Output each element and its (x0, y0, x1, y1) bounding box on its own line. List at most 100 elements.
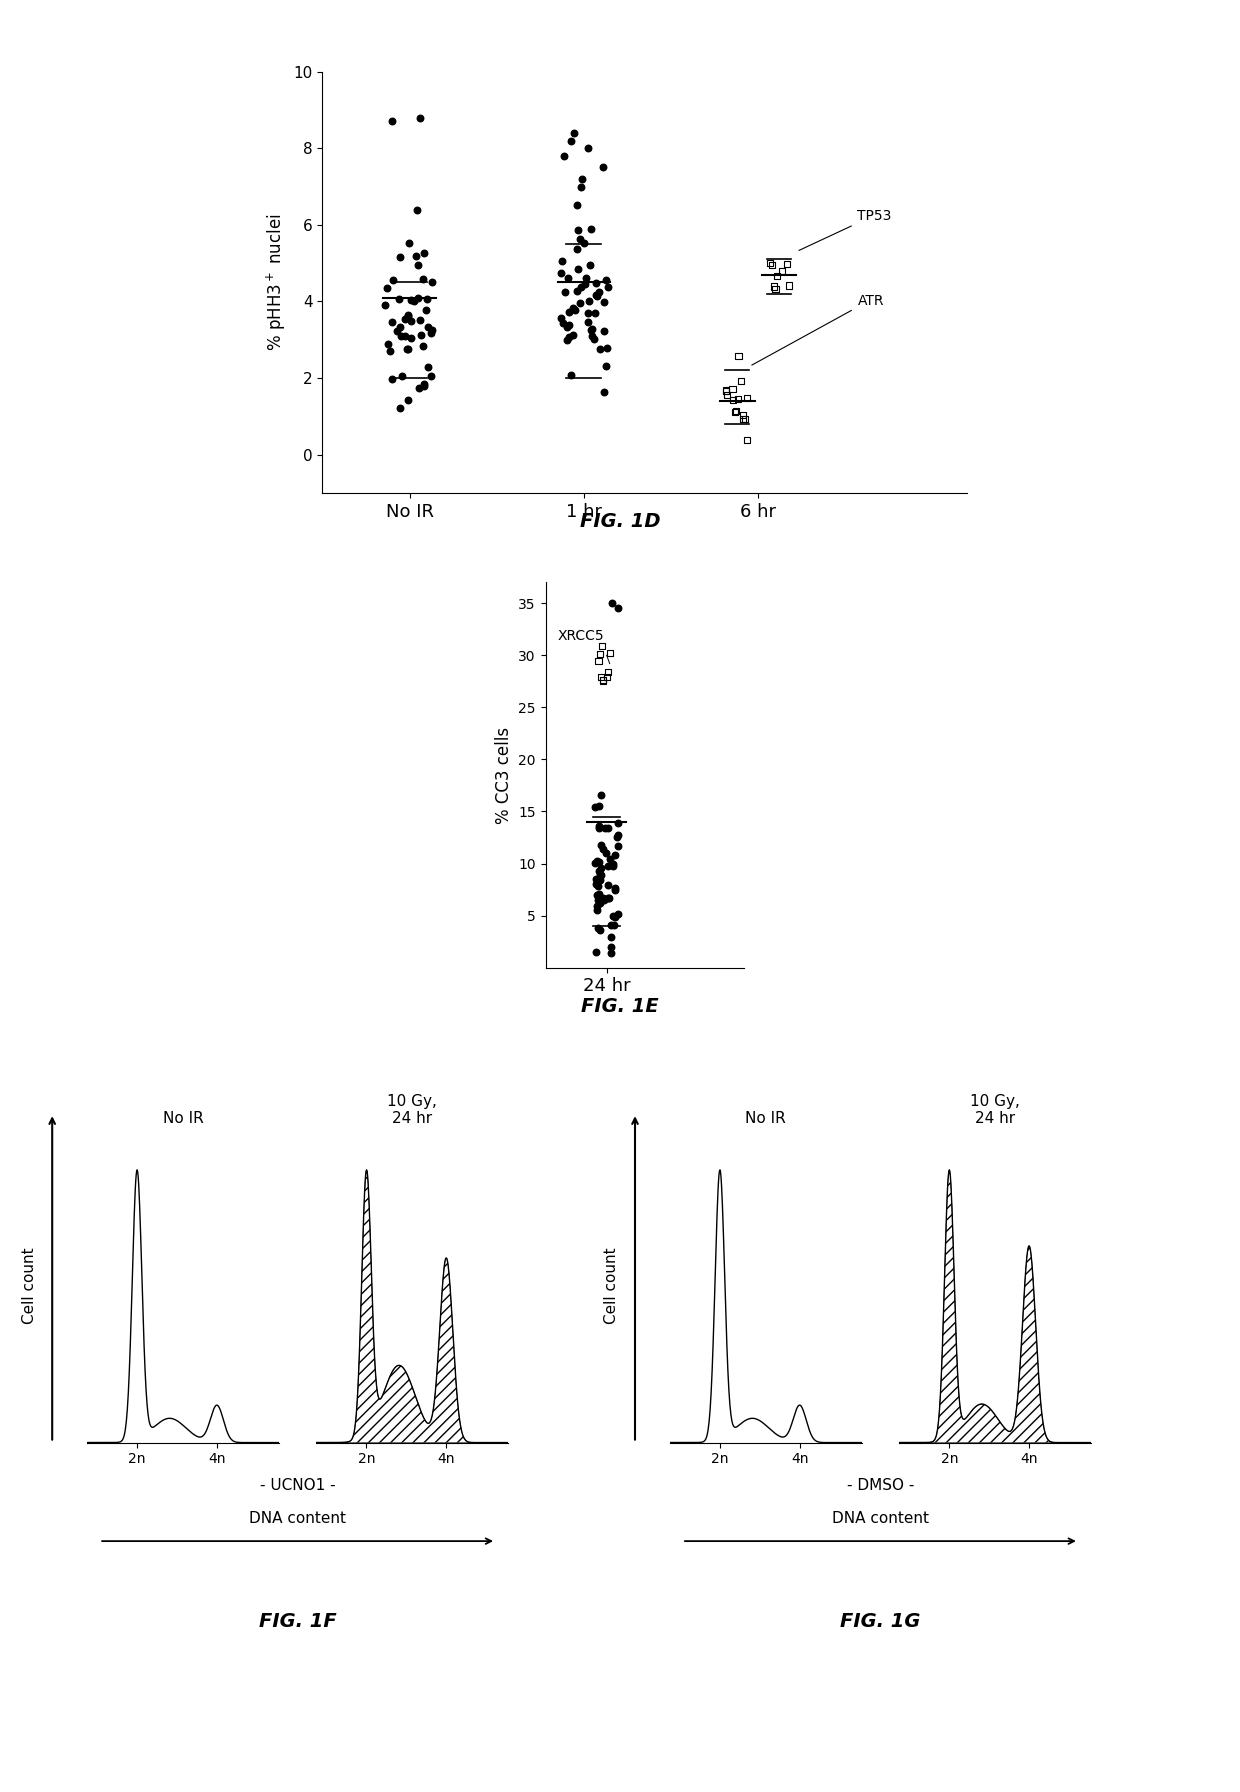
Point (559, 323, 579, 351)
Point (401, 324, 420, 353)
Point (578, 297, 598, 326)
Point (399, 229, 419, 258)
Point (729, 342, 749, 371)
Point (590, 916, 610, 944)
Point (568, 254, 588, 283)
Point (760, 249, 780, 278)
Point (603, 849, 622, 878)
Point (553, 308, 573, 337)
Text: FIG. 1E: FIG. 1E (582, 998, 658, 1016)
Point (728, 385, 748, 414)
Point (593, 667, 613, 695)
Point (570, 289, 590, 317)
Point (572, 272, 591, 301)
Point (582, 315, 601, 344)
Point (572, 172, 591, 201)
Point (382, 108, 402, 136)
Point (588, 873, 608, 901)
Text: - UCNO1 -: - UCNO1 - (260, 1478, 335, 1493)
Point (723, 385, 743, 414)
Point (587, 281, 606, 310)
Point (396, 323, 415, 351)
Point (377, 274, 397, 303)
Text: Cell count: Cell count (21, 1247, 37, 1324)
Point (560, 360, 580, 389)
Point (585, 794, 605, 823)
Text: ATR: ATR (857, 294, 884, 308)
Point (605, 873, 625, 901)
Point (398, 335, 418, 364)
Point (557, 326, 577, 355)
Point (588, 846, 608, 874)
Point (761, 251, 781, 280)
Point (600, 638, 620, 667)
Point (559, 310, 579, 339)
Point (588, 914, 608, 943)
Point (422, 362, 441, 391)
Point (605, 876, 625, 905)
Point (598, 883, 618, 912)
Title: No IR: No IR (745, 1111, 786, 1127)
Point (568, 215, 588, 244)
Point (733, 405, 753, 434)
Point (608, 821, 627, 849)
Point (595, 839, 615, 867)
Point (590, 866, 610, 894)
Point (587, 880, 606, 909)
Point (598, 814, 618, 842)
Point (552, 258, 572, 287)
Point (600, 844, 620, 873)
Point (723, 375, 743, 403)
Point (593, 833, 613, 862)
Point (589, 278, 609, 306)
Point (588, 896, 608, 925)
Point (601, 934, 621, 962)
Point (564, 118, 584, 147)
Point (401, 285, 420, 314)
Point (557, 312, 577, 340)
Point (725, 398, 745, 426)
Point (551, 303, 570, 332)
Point (414, 238, 434, 267)
Point (587, 871, 606, 900)
Point (422, 267, 441, 296)
Point (717, 376, 737, 405)
Point (730, 366, 750, 394)
Point (408, 195, 428, 224)
Point (599, 883, 619, 912)
Point (388, 285, 408, 314)
Point (589, 880, 609, 909)
Point (387, 315, 407, 344)
Point (595, 351, 615, 380)
Point (606, 823, 626, 851)
Point (588, 882, 608, 910)
Point (392, 362, 412, 391)
Point (735, 405, 755, 434)
Point (590, 640, 610, 668)
Point (575, 263, 595, 292)
Point (590, 853, 610, 882)
Point (398, 301, 418, 330)
Point (589, 792, 609, 821)
Point (417, 296, 436, 324)
Point (398, 385, 418, 414)
Point (579, 134, 599, 163)
Title: 10 Gy,
24 hr: 10 Gy, 24 hr (387, 1093, 438, 1127)
Point (593, 883, 613, 912)
Point (579, 308, 599, 337)
Point (589, 812, 609, 840)
Point (594, 378, 614, 407)
Point (591, 860, 611, 889)
Point (379, 337, 399, 366)
Point (419, 353, 439, 382)
Text: XRCC5: XRCC5 (558, 629, 604, 643)
Point (396, 305, 415, 333)
Point (593, 152, 613, 181)
Point (408, 283, 428, 312)
Point (554, 142, 574, 170)
Point (591, 830, 611, 858)
Point (410, 104, 430, 133)
Point (382, 364, 402, 392)
Point (401, 306, 420, 335)
Point (727, 396, 746, 425)
